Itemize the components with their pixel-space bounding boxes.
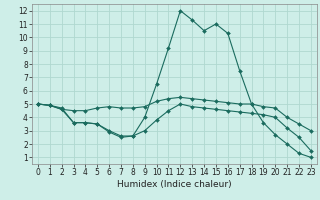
X-axis label: Humidex (Indice chaleur): Humidex (Indice chaleur)	[117, 180, 232, 189]
